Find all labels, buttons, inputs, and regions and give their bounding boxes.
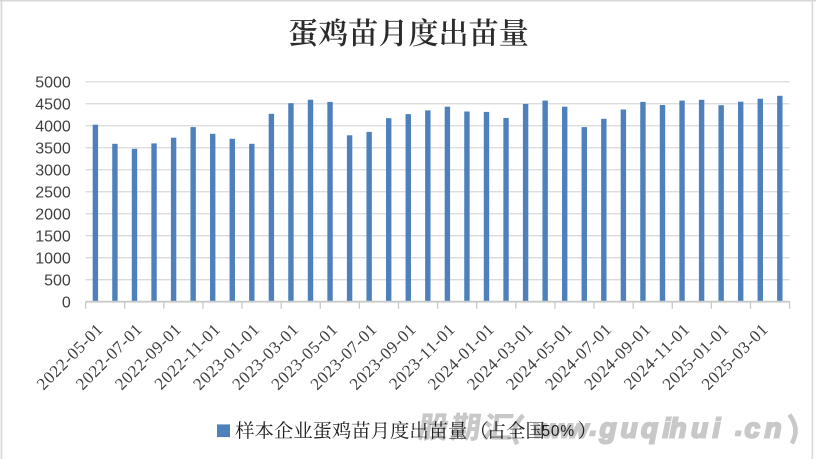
- svg-text:u: u: [691, 413, 708, 444]
- svg-text:4500: 4500: [35, 97, 71, 114]
- svg-text:3500: 3500: [35, 141, 71, 158]
- svg-text:h: h: [670, 413, 687, 444]
- svg-text:w: w: [568, 414, 590, 444]
- svg-text:w: w: [551, 414, 573, 444]
- svg-text:u: u: [621, 413, 638, 444]
- svg-text:3000: 3000: [35, 163, 71, 180]
- svg-text:2000: 2000: [35, 207, 71, 224]
- svg-text:c: c: [745, 413, 761, 444]
- svg-text:50%: 50%: [542, 423, 575, 440]
- svg-text:i: i: [713, 413, 722, 444]
- svg-text:n: n: [765, 413, 782, 444]
- svg-text:g: g: [599, 413, 617, 444]
- svg-text:2500: 2500: [35, 185, 71, 202]
- svg-text:4000: 4000: [35, 119, 71, 136]
- svg-text:500: 500: [44, 273, 71, 290]
- svg-text:1000: 1000: [35, 251, 71, 268]
- svg-text:q: q: [641, 413, 658, 444]
- svg-text:0: 0: [62, 295, 71, 312]
- svg-text:i: i: [663, 413, 672, 444]
- svg-text:1500: 1500: [35, 229, 71, 246]
- svg-text:5000: 5000: [35, 75, 71, 92]
- svg-text:w: w: [533, 414, 555, 444]
